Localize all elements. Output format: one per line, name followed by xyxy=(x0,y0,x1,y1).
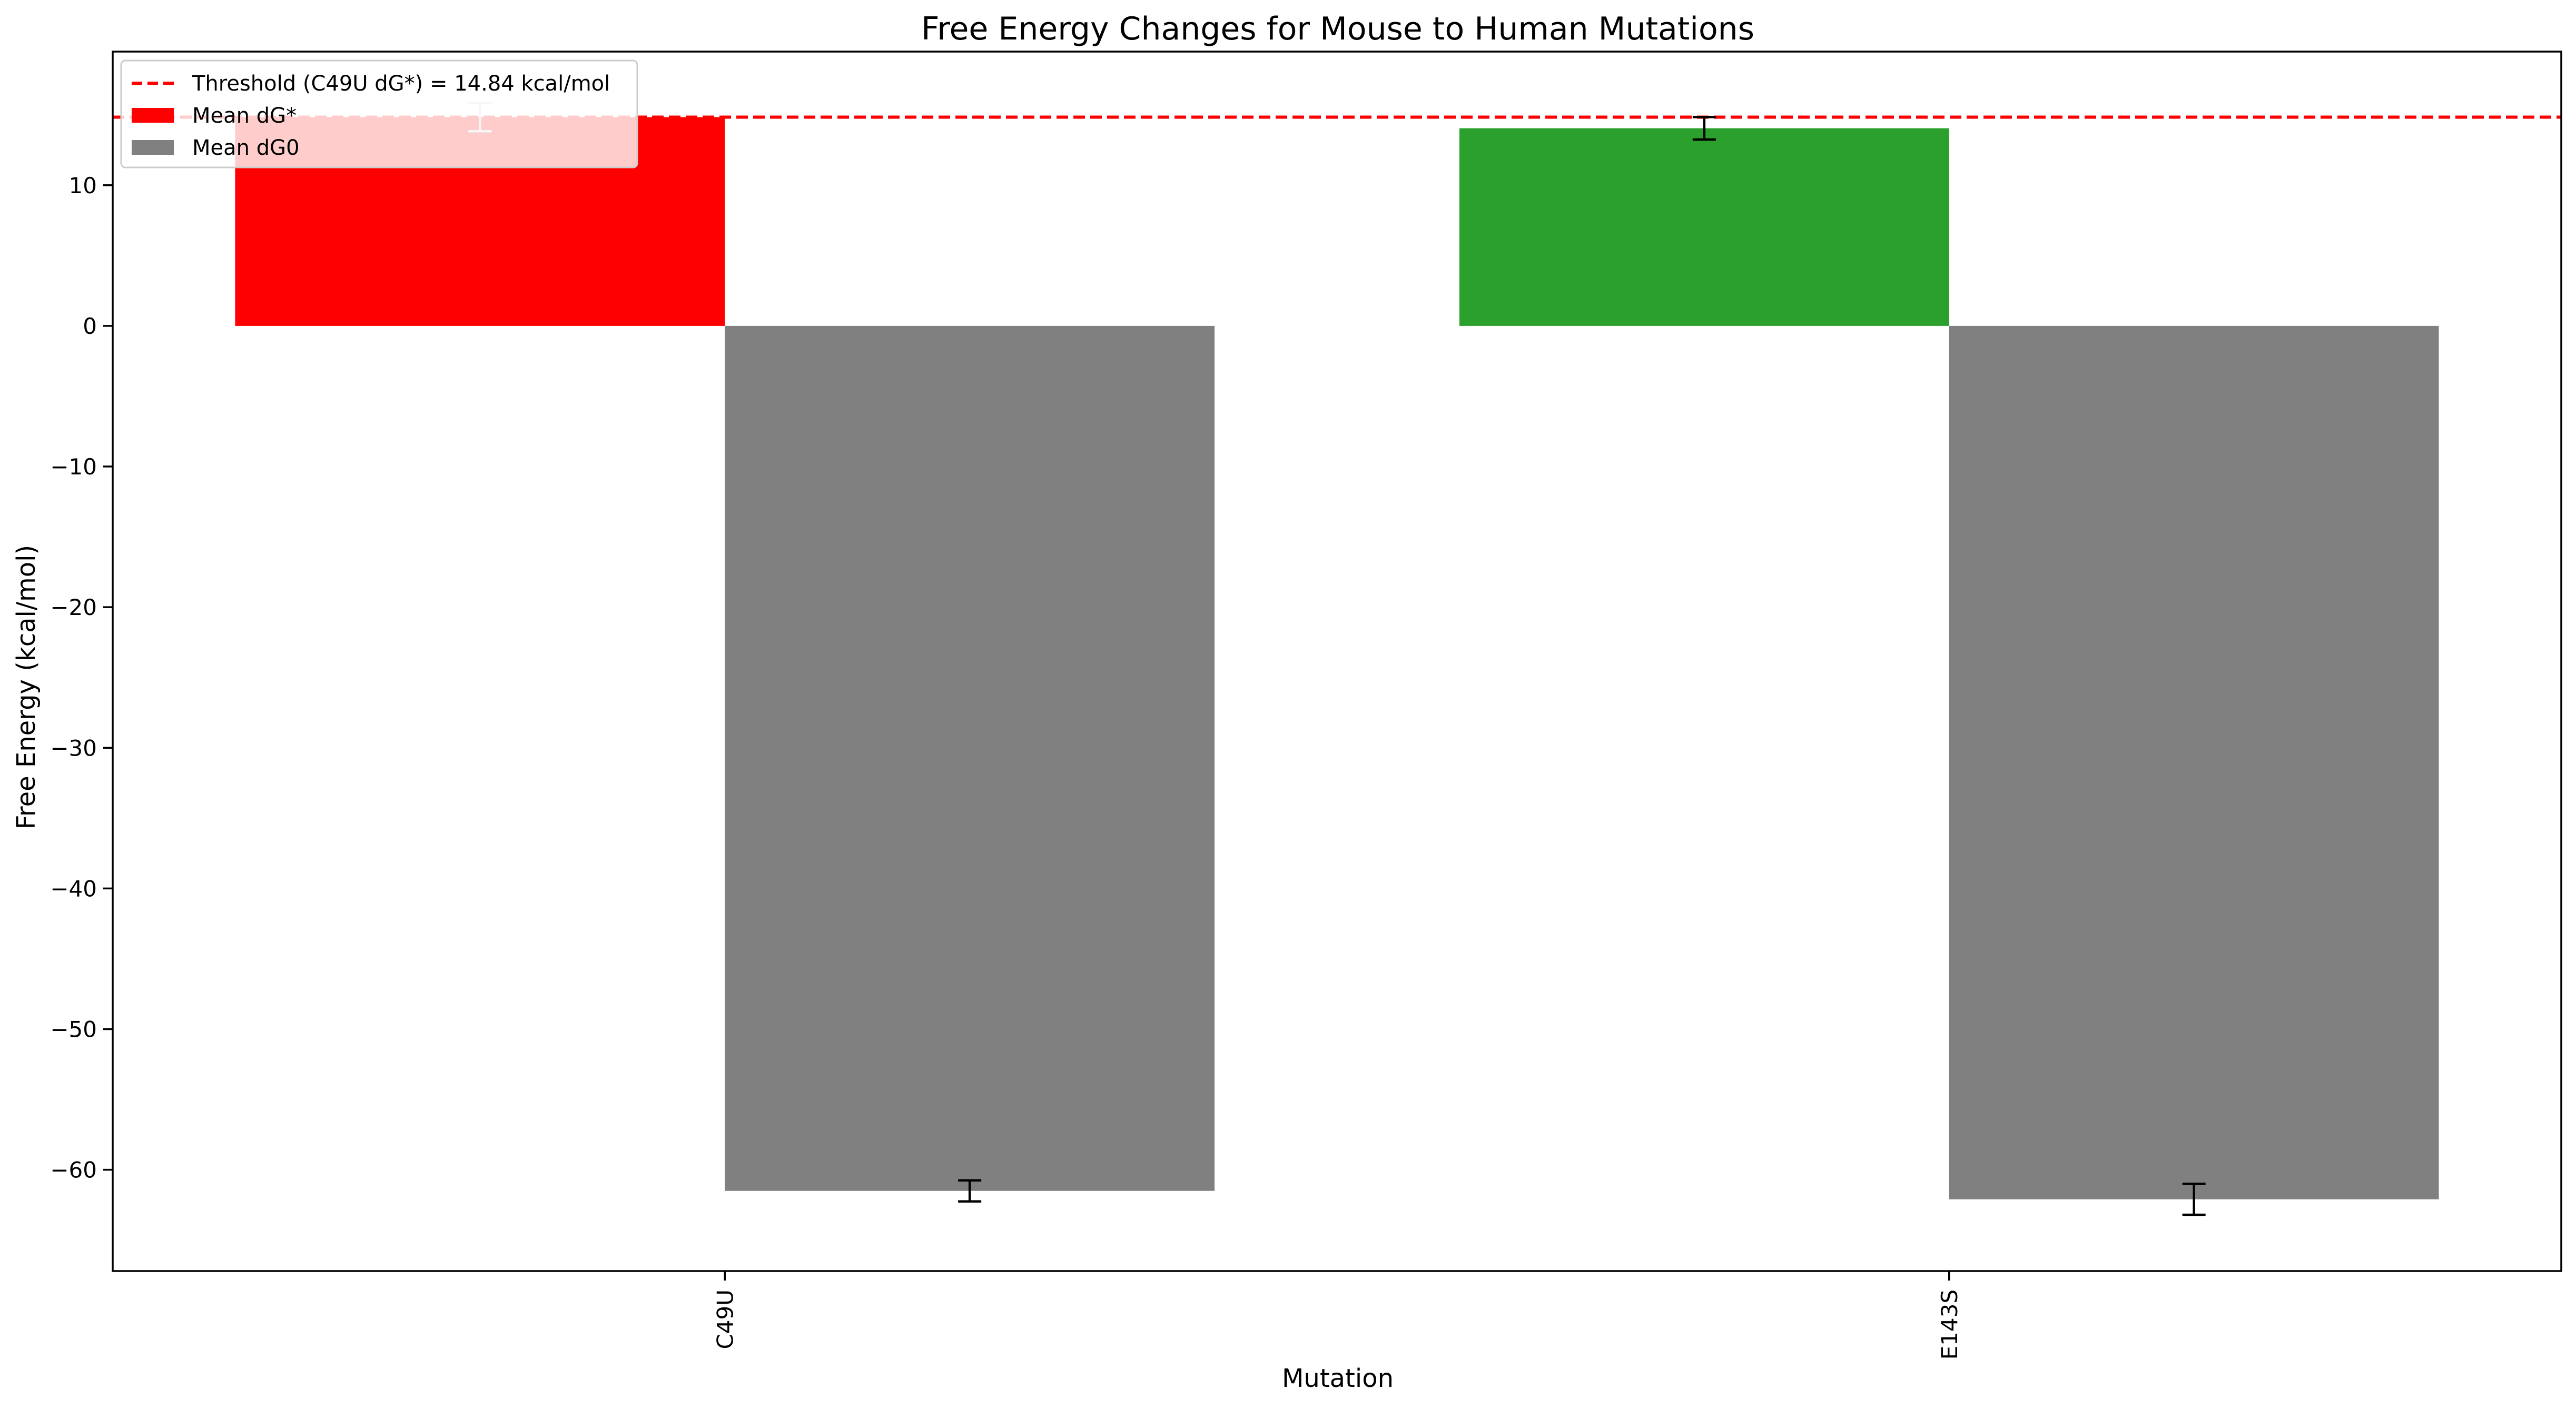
legend-item-threshold: Threshold (C49U dG*) = 14.84 kcal/mol xyxy=(132,72,610,96)
legend-item-mean-dg-star: Mean dG* xyxy=(132,104,297,128)
legend-patch-swatch xyxy=(132,108,174,123)
y-tick-label: 10 xyxy=(69,173,97,199)
y-tick-label: −60 xyxy=(50,1157,97,1183)
y-tick-label: 0 xyxy=(83,313,97,339)
x-tick-label-e143s: E143S xyxy=(1937,1289,1962,1360)
error-bar-mean-dg--e143s xyxy=(1692,115,1716,141)
plot-area: 10 0 −10 −20 −30 −40 −50 −60 C49U E143S xyxy=(50,51,2562,1360)
legend-item-mean-dg0: Mean dG0 xyxy=(132,136,300,160)
chart-title: Free Energy Changes for Mouse to Human M… xyxy=(921,11,1754,47)
legend-label: Mean dG0 xyxy=(192,136,300,160)
y-tick-label: −10 xyxy=(50,454,97,480)
axes-frame xyxy=(112,51,2562,1272)
y-tick-label: −50 xyxy=(50,1017,97,1043)
bar-mean-dg0-c49u xyxy=(725,325,1215,1191)
y-axis-label: Free Energy (kcal/mol) xyxy=(12,545,41,829)
y-tick-label: −40 xyxy=(50,876,97,901)
legend: Threshold (C49U dG*) = 14.84 kcal/mol Mea… xyxy=(120,59,638,168)
error-bar-mean-dg0-e143s xyxy=(2182,1183,2206,1216)
legend-label: Mean dG* xyxy=(192,104,297,128)
y-tick-label: −30 xyxy=(50,735,97,761)
legend-box xyxy=(120,59,638,168)
error-bar-mean-dg0-c49u xyxy=(958,1179,982,1203)
bar-mean-dg--e143s xyxy=(1459,128,1949,326)
x-tick-label-c49u: C49U xyxy=(712,1289,738,1350)
legend-label: Threshold (C49U dG*) = 14.84 kcal/mol xyxy=(192,72,610,96)
x-axis-label: Mutation xyxy=(1282,1364,1394,1393)
legend-patch-swatch xyxy=(132,140,174,155)
bar-mean-dg0-e143s xyxy=(1949,325,2439,1199)
y-tick-label: −20 xyxy=(50,594,97,620)
